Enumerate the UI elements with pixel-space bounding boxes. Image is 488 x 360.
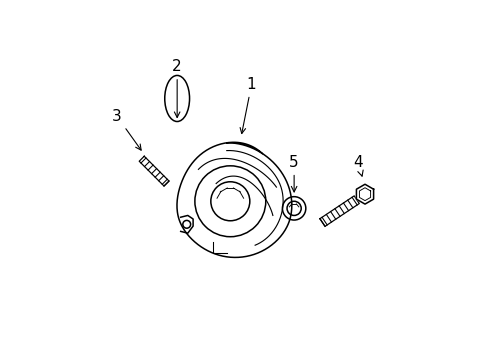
Text: 1: 1	[240, 77, 256, 134]
Text: 4: 4	[352, 155, 363, 176]
Text: 5: 5	[289, 155, 298, 192]
Text: 2: 2	[172, 59, 182, 117]
Polygon shape	[356, 184, 373, 204]
Text: 3: 3	[112, 109, 141, 150]
